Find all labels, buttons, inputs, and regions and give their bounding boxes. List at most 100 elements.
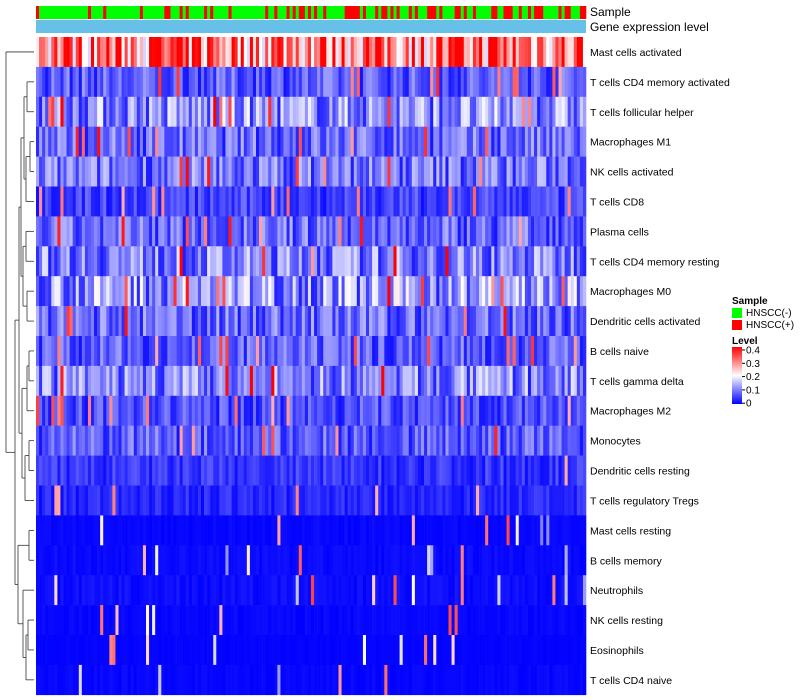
heatmap-cell [381, 485, 385, 516]
heatmap-cell [301, 485, 306, 516]
heatmap-cell [482, 365, 486, 397]
sample-annotation-cell [402, 6, 407, 19]
heatmap-cell [179, 455, 183, 486]
heatmap-cell [408, 306, 413, 337]
heatmap-cell [146, 515, 150, 546]
heatmap-cell [549, 664, 553, 696]
heatmap-cell [301, 365, 306, 397]
heatmap-cell [396, 96, 400, 127]
heatmap-cell [81, 66, 86, 98]
heatmap-cell [45, 455, 49, 486]
heatmap-cell [118, 216, 122, 247]
heatmap-cell [91, 156, 95, 187]
heatmap-cell [488, 96, 492, 127]
heatmap-cell [411, 635, 416, 666]
heatmap-cell [485, 336, 489, 367]
heatmap-cell [567, 246, 572, 277]
heatmap-cell [188, 605, 193, 636]
heatmap-cell [216, 365, 220, 397]
heatmap-cell [231, 156, 235, 187]
sample-annotation-cell [216, 6, 220, 19]
heatmap-cell [139, 575, 144, 606]
heatmap-cell [509, 37, 513, 68]
heatmap-cell [197, 365, 202, 397]
heatmap-cell [231, 186, 235, 217]
heatmap-cell [265, 575, 269, 606]
heatmap-cell [466, 455, 471, 486]
heatmap-cell [277, 37, 281, 68]
heatmap-cell [445, 306, 449, 337]
heatmap-cell [537, 37, 541, 68]
heatmap-cell [537, 246, 541, 277]
heatmap-cell [482, 306, 486, 337]
heatmap-cell [45, 156, 49, 187]
heatmap-cell [63, 276, 67, 307]
heatmap-cell [469, 605, 474, 636]
heatmap-cell [466, 575, 471, 606]
heatmap-cell [402, 575, 407, 606]
heatmap-cell [301, 605, 306, 636]
heatmap-cell [341, 485, 345, 516]
heatmap-cell [564, 485, 568, 516]
heatmap-cell [222, 515, 226, 546]
heatmap-cell [549, 455, 553, 486]
heatmap-cell [152, 365, 156, 397]
sample-annotation-cell [359, 6, 364, 19]
heatmap-cell [350, 605, 355, 636]
heatmap-cell [207, 37, 211, 68]
heatmap-cell [500, 515, 504, 546]
heatmap-cell [436, 515, 440, 546]
heatmap-cell [515, 246, 520, 277]
heatmap-cell [81, 575, 86, 606]
heatmap-cell [378, 66, 382, 98]
heatmap-cell [170, 664, 174, 696]
heatmap-cell [42, 37, 46, 68]
heatmap-cell [307, 216, 312, 247]
heatmap-cell [503, 276, 507, 307]
heatmap-cell [381, 395, 385, 426]
heatmap-cell [436, 485, 440, 516]
heatmap-cell [537, 455, 541, 486]
heatmap-cell [130, 186, 135, 217]
heatmap-cell [393, 306, 397, 337]
heatmap-cell [537, 575, 541, 606]
heatmap-cell [494, 455, 498, 486]
heatmap-cell [280, 545, 284, 576]
heatmap-cell [194, 126, 199, 157]
heatmap-cell [476, 575, 480, 606]
heatmap-cell [219, 515, 223, 546]
heatmap-cell [246, 66, 251, 98]
heatmap-cell [286, 635, 290, 666]
heatmap-cell [549, 126, 553, 157]
heatmap-cell [48, 545, 52, 576]
heatmap-cell [427, 425, 431, 456]
heatmap-cell [42, 455, 46, 486]
heatmap-cell [314, 186, 318, 217]
heatmap-cell [121, 545, 125, 576]
heatmap-cell [469, 156, 474, 187]
heatmap-cell [103, 96, 107, 127]
heatmap-cell [521, 276, 526, 307]
heatmap-cell [341, 336, 345, 367]
heatmap-cell [509, 66, 513, 98]
row-label: T cells follicular helper [590, 107, 694, 119]
sample-annotation-cell [534, 6, 538, 19]
heatmap-cell [399, 37, 403, 68]
heatmap-cell [207, 306, 211, 337]
heatmap-cell [512, 216, 517, 247]
heatmap-cell [39, 336, 43, 367]
sample-annotation-cell [527, 6, 532, 19]
heatmap-cell [204, 156, 208, 187]
heatmap-cell [158, 66, 162, 98]
heatmap-cell [225, 455, 229, 486]
heatmap-cell [454, 635, 458, 666]
heatmap-cell [402, 664, 407, 696]
heatmap-cell [381, 365, 385, 397]
heatmap-cell [408, 66, 413, 98]
heatmap-cell [561, 365, 565, 397]
row-label: T cells CD4 naive [590, 675, 672, 687]
heatmap-cell [207, 276, 211, 307]
heatmap-cell [338, 186, 342, 217]
heatmap-cell [317, 515, 321, 546]
heatmap-cell [36, 664, 40, 696]
